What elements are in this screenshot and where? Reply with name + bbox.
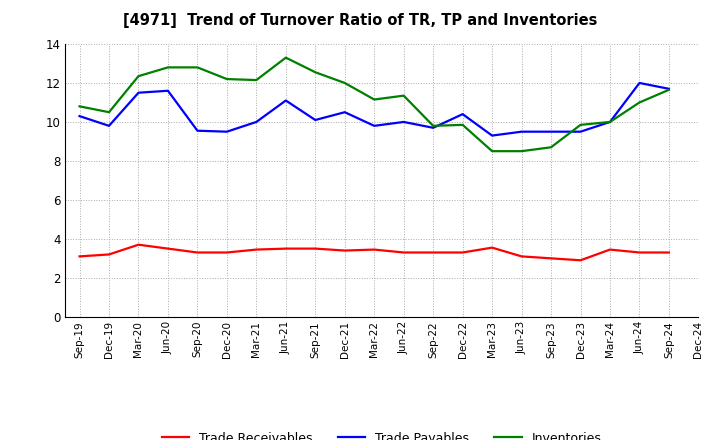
Trade Payables xyxy=(311,117,320,123)
Inventories xyxy=(546,145,555,150)
Trade Receivables xyxy=(75,254,84,259)
Inventories xyxy=(370,97,379,102)
Inventories xyxy=(222,77,231,82)
Inventories xyxy=(459,122,467,128)
Inventories xyxy=(104,110,113,115)
Inventories xyxy=(429,123,438,128)
Trade Receivables xyxy=(370,247,379,252)
Inventories xyxy=(341,81,349,86)
Inventories xyxy=(282,55,290,60)
Inventories xyxy=(134,73,143,79)
Trade Receivables xyxy=(665,250,673,255)
Trade Receivables xyxy=(282,246,290,251)
Trade Payables xyxy=(163,88,172,93)
Inventories xyxy=(665,87,673,92)
Trade Receivables xyxy=(606,247,614,252)
Trade Receivables xyxy=(517,254,526,259)
Trade Payables xyxy=(104,123,113,128)
Inventories xyxy=(400,93,408,98)
Trade Payables xyxy=(282,98,290,103)
Inventories xyxy=(635,100,644,105)
Inventories xyxy=(487,149,496,154)
Trade Payables xyxy=(400,119,408,125)
Legend: Trade Receivables, Trade Payables, Inventories: Trade Receivables, Trade Payables, Inven… xyxy=(157,427,606,440)
Trade Receivables xyxy=(104,252,113,257)
Trade Receivables xyxy=(429,250,438,255)
Trade Payables xyxy=(75,114,84,119)
Line: Trade Payables: Trade Payables xyxy=(79,83,669,136)
Trade Receivables xyxy=(163,246,172,251)
Trade Payables xyxy=(635,81,644,86)
Trade Payables xyxy=(252,119,261,125)
Trade Receivables xyxy=(222,250,231,255)
Trade Payables xyxy=(546,129,555,134)
Inventories xyxy=(252,77,261,83)
Text: [4971]  Trend of Turnover Ratio of TR, TP and Inventories: [4971] Trend of Turnover Ratio of TR, TP… xyxy=(123,13,597,28)
Inventories xyxy=(311,70,320,75)
Trade Payables xyxy=(222,129,231,134)
Trade Receivables xyxy=(252,247,261,252)
Trade Receivables xyxy=(546,256,555,261)
Inventories xyxy=(163,65,172,70)
Trade Payables xyxy=(606,119,614,125)
Inventories xyxy=(606,119,614,125)
Trade Payables xyxy=(665,86,673,92)
Trade Payables xyxy=(134,90,143,95)
Trade Payables xyxy=(459,111,467,117)
Trade Payables xyxy=(193,128,202,133)
Line: Inventories: Inventories xyxy=(79,58,669,151)
Trade Payables xyxy=(429,125,438,130)
Trade Receivables xyxy=(635,250,644,255)
Trade Payables xyxy=(517,129,526,134)
Trade Receivables xyxy=(341,248,349,253)
Trade Payables xyxy=(341,110,349,115)
Trade Receivables xyxy=(400,250,408,255)
Trade Receivables xyxy=(459,250,467,255)
Trade Payables xyxy=(487,133,496,138)
Line: Trade Receivables: Trade Receivables xyxy=(79,245,669,260)
Trade Receivables xyxy=(487,245,496,250)
Trade Receivables xyxy=(193,250,202,255)
Inventories xyxy=(75,104,84,109)
Trade Payables xyxy=(370,123,379,128)
Trade Receivables xyxy=(311,246,320,251)
Trade Receivables xyxy=(134,242,143,247)
Inventories xyxy=(517,149,526,154)
Trade Payables xyxy=(576,129,585,134)
Inventories xyxy=(576,122,585,128)
Inventories xyxy=(193,65,202,70)
Trade Receivables xyxy=(576,258,585,263)
